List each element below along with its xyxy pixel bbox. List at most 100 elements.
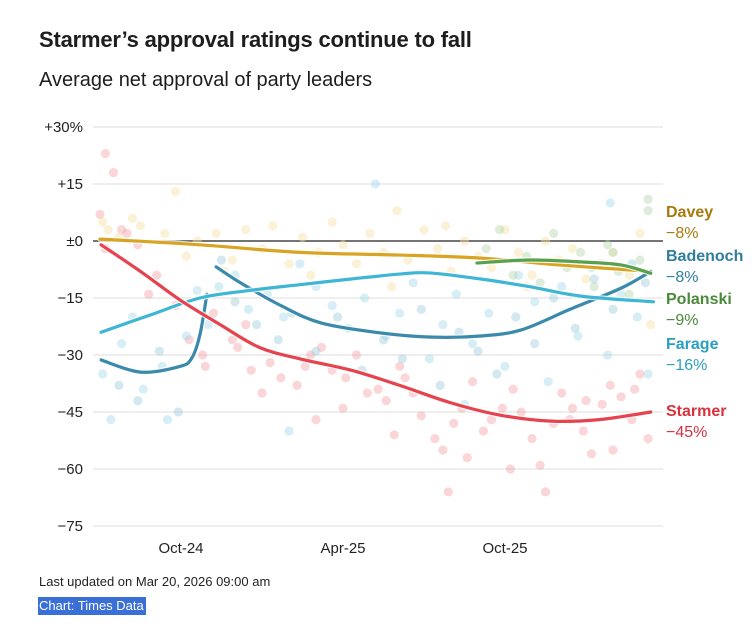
series-value-farage: −16% [666,357,707,374]
poll-point-starmer [292,380,302,390]
y-tick-label: −15 [58,290,83,307]
poll-point-starmer [389,430,399,440]
poll-point-davey [387,282,397,292]
poll-point-badenoch [640,278,651,288]
poll-point-badenoch [216,255,227,265]
poll-point-polanski [481,244,491,254]
poll-point-starmer [208,308,218,318]
poll-point-davey [127,213,137,223]
poll-point-badenoch [589,274,599,284]
poll-point-davey [432,244,443,254]
poll-point-starmer [486,415,497,425]
poll-point-polanski [508,270,518,280]
poll-point-badenoch [416,304,426,314]
poll-point-davey [241,225,251,235]
poll-point-starmer [362,388,372,398]
poll-point-davey [306,270,316,280]
poll-point-starmer [462,453,472,463]
y-tick-label: +30% [44,119,83,136]
poll-point-starmer [306,350,316,360]
poll-point-polanski [608,247,618,257]
poll-point-farage [117,339,127,349]
poll-point-badenoch [608,304,618,314]
poll-point-starmer [616,392,626,402]
y-tick-label: −75 [58,518,83,535]
poll-point-starmer [198,350,208,360]
poll-point-starmer [373,384,383,394]
poll-point-badenoch [570,323,580,333]
poll-point-badenoch [378,335,389,345]
poll-point-polanski [589,282,599,292]
poll-point-davey [211,228,221,238]
poll-point-starmer [200,361,210,371]
poll-point-davey [441,221,451,231]
poll-point-farage [643,369,653,379]
poll-point-davey [98,217,108,227]
poll-point-starmer [122,228,132,238]
poll-point-davey [351,259,362,269]
poll-point-davey [540,236,551,246]
series-lines [97,236,657,425]
poll-point-davey [135,221,146,231]
poll-point-starmer [265,358,275,368]
poll-point-farage [605,198,615,208]
poll-point-starmer [643,434,653,444]
poll-point-starmer [351,350,362,360]
poll-point-farage [573,331,583,341]
y-tick-label: −45 [58,404,83,421]
poll-point-farage [203,320,213,330]
chart-source[interactable]: Chart: Times Data [38,597,146,615]
poll-point-badenoch [273,335,283,345]
poll-point-badenoch [549,293,559,303]
y-tick-label: −60 [58,461,83,478]
poll-point-starmer [508,384,518,394]
poll-point-polanski [495,225,505,235]
poll-point-starmer [608,445,618,455]
poll-point-badenoch [511,312,521,322]
poll-point-starmer [316,342,326,352]
poll-point-davey [513,247,524,257]
poll-point-starmer [300,361,310,371]
poll-point-farage [360,293,370,303]
poll-point-davey [486,263,497,273]
line-starmer [99,243,653,424]
poll-point-farage [424,354,434,364]
poll-point-davey [624,270,634,280]
poll-point-starmer [540,487,551,497]
poll-point-davey [327,217,337,227]
series-value-badenoch: −8% [666,269,698,286]
series-label-polanski: Polanski [666,291,732,308]
y-tick-label: +15 [58,176,83,193]
poll-point-starmer [416,411,426,421]
poll-point-starmer [184,335,194,345]
poll-point-starmer [468,377,478,387]
poll-point-starmer [478,426,488,436]
poll-point-farage [632,312,642,322]
poll-point-davey [227,255,237,265]
poll-point-starmer [95,209,105,219]
poll-point-starmer [117,225,127,235]
poll-point-davey [103,225,113,235]
poll-point-davey [338,240,348,250]
poll-point-davey [268,221,278,231]
poll-point-badenoch [530,339,540,349]
x-tick-label: Apr-25 [320,540,365,557]
poll-point-starmer [227,335,237,345]
poll-point-farage [295,259,305,269]
poll-point-polanski [635,255,645,265]
series-value-polanski: −9% [666,312,698,329]
series-label-badenoch: Badenoch [666,248,743,265]
poll-point-badenoch [154,346,164,356]
poll-point-starmer [557,388,567,398]
poll-point-farage [530,297,540,307]
poll-point-farage [557,282,567,292]
series-value-davey: −8% [666,225,698,242]
poll-point-polanski [603,240,613,250]
y-tick-label: −30 [58,347,83,364]
poll-point-starmer [108,168,119,178]
poll-point-farage [513,270,524,280]
series-label-davey: Davey [666,204,713,221]
poll-point-starmer [443,487,453,497]
poll-point-davey [527,270,537,280]
x-axis: Oct-24 Apr-25 Oct-25 [158,540,527,557]
